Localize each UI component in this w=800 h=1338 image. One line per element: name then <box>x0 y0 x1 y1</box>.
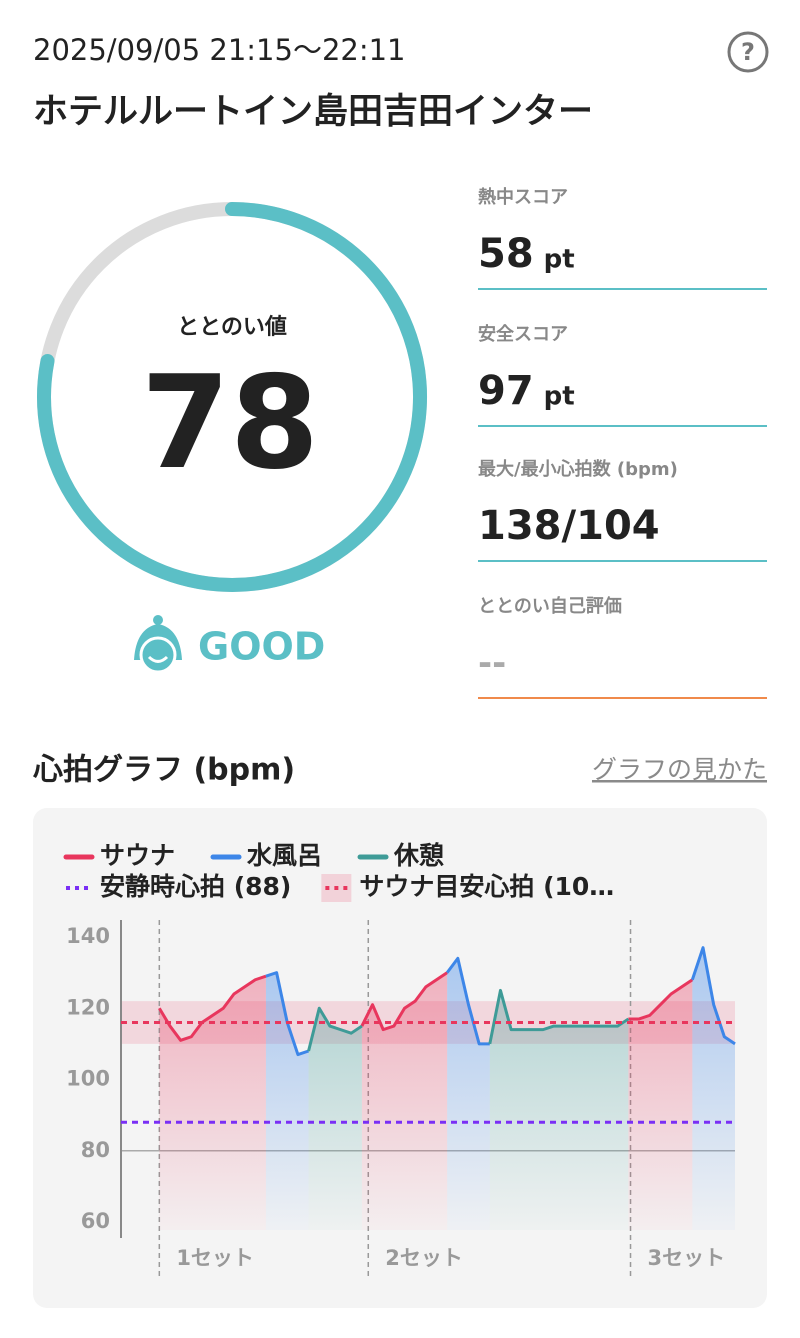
rating-text: GOOD <box>198 625 325 669</box>
set-label: 2セット <box>385 1246 463 1270</box>
y-tick-label: 120 <box>66 995 110 1019</box>
stat-label: 安全スコア <box>478 323 568 345</box>
stats: 熱中スコア 58 pt 安全スコア 97 pt 最大/最小心拍数 (bpm) 138/104 と… <box>478 186 767 699</box>
set-label: 1セット <box>176 1246 254 1270</box>
series-area <box>308 1008 362 1230</box>
stat-value: -- <box>478 644 506 684</box>
legend-label: 安静時心拍 (88) <box>100 872 291 901</box>
chart-help-link[interactable]: グラフの見かた <box>592 755 767 784</box>
stat-unit: pt <box>544 245 575 275</box>
stat-value: 138/104 <box>478 503 660 549</box>
y-tick-label: 80 <box>81 1138 110 1162</box>
legend-label: サウナ <box>100 841 175 870</box>
series-area <box>692 947 735 1230</box>
legend-label: サウナ目安心拍 (10… <box>359 872 614 901</box>
y-tick-label: 140 <box>66 924 110 948</box>
help-button[interactable] <box>727 31 769 73</box>
stat-label: 熱中スコア <box>478 186 568 208</box>
legend-label: 休憩 <box>393 841 444 870</box>
y-tick-label: 100 <box>66 1067 110 1091</box>
gauge-arc <box>37 202 428 592</box>
series-area <box>265 972 309 1230</box>
series-area <box>489 990 629 1230</box>
gauge-value: 78 <box>141 349 319 498</box>
series-line <box>158 971 694 1042</box>
series-area <box>628 979 693 1230</box>
stat-label: ととのい自己評価 <box>478 595 622 617</box>
datetime: 2025/09/05 21:15～22:11 <box>33 33 406 67</box>
gauge-label: ととのい値 <box>177 315 287 340</box>
series-area <box>361 972 448 1230</box>
stat-label: 最大/最小心拍数 (bpm) <box>478 458 678 480</box>
chart-title: 心拍グラフ (bpm) <box>32 753 295 788</box>
legend-label: 水風呂 <box>246 841 322 870</box>
place-name: ホテルルートイン島田吉田インター <box>33 92 593 132</box>
help-icon[interactable]: ? <box>741 38 755 66</box>
stat-value: 97 <box>478 368 534 414</box>
series-line <box>307 988 630 1052</box>
stat-unit: pt <box>544 382 575 412</box>
rating-icon <box>134 615 182 674</box>
y-tick-label: 60 <box>81 1209 110 1233</box>
set-label: 3セット <box>648 1246 726 1270</box>
stat-value: 58 <box>478 231 534 277</box>
series-area <box>447 958 490 1230</box>
